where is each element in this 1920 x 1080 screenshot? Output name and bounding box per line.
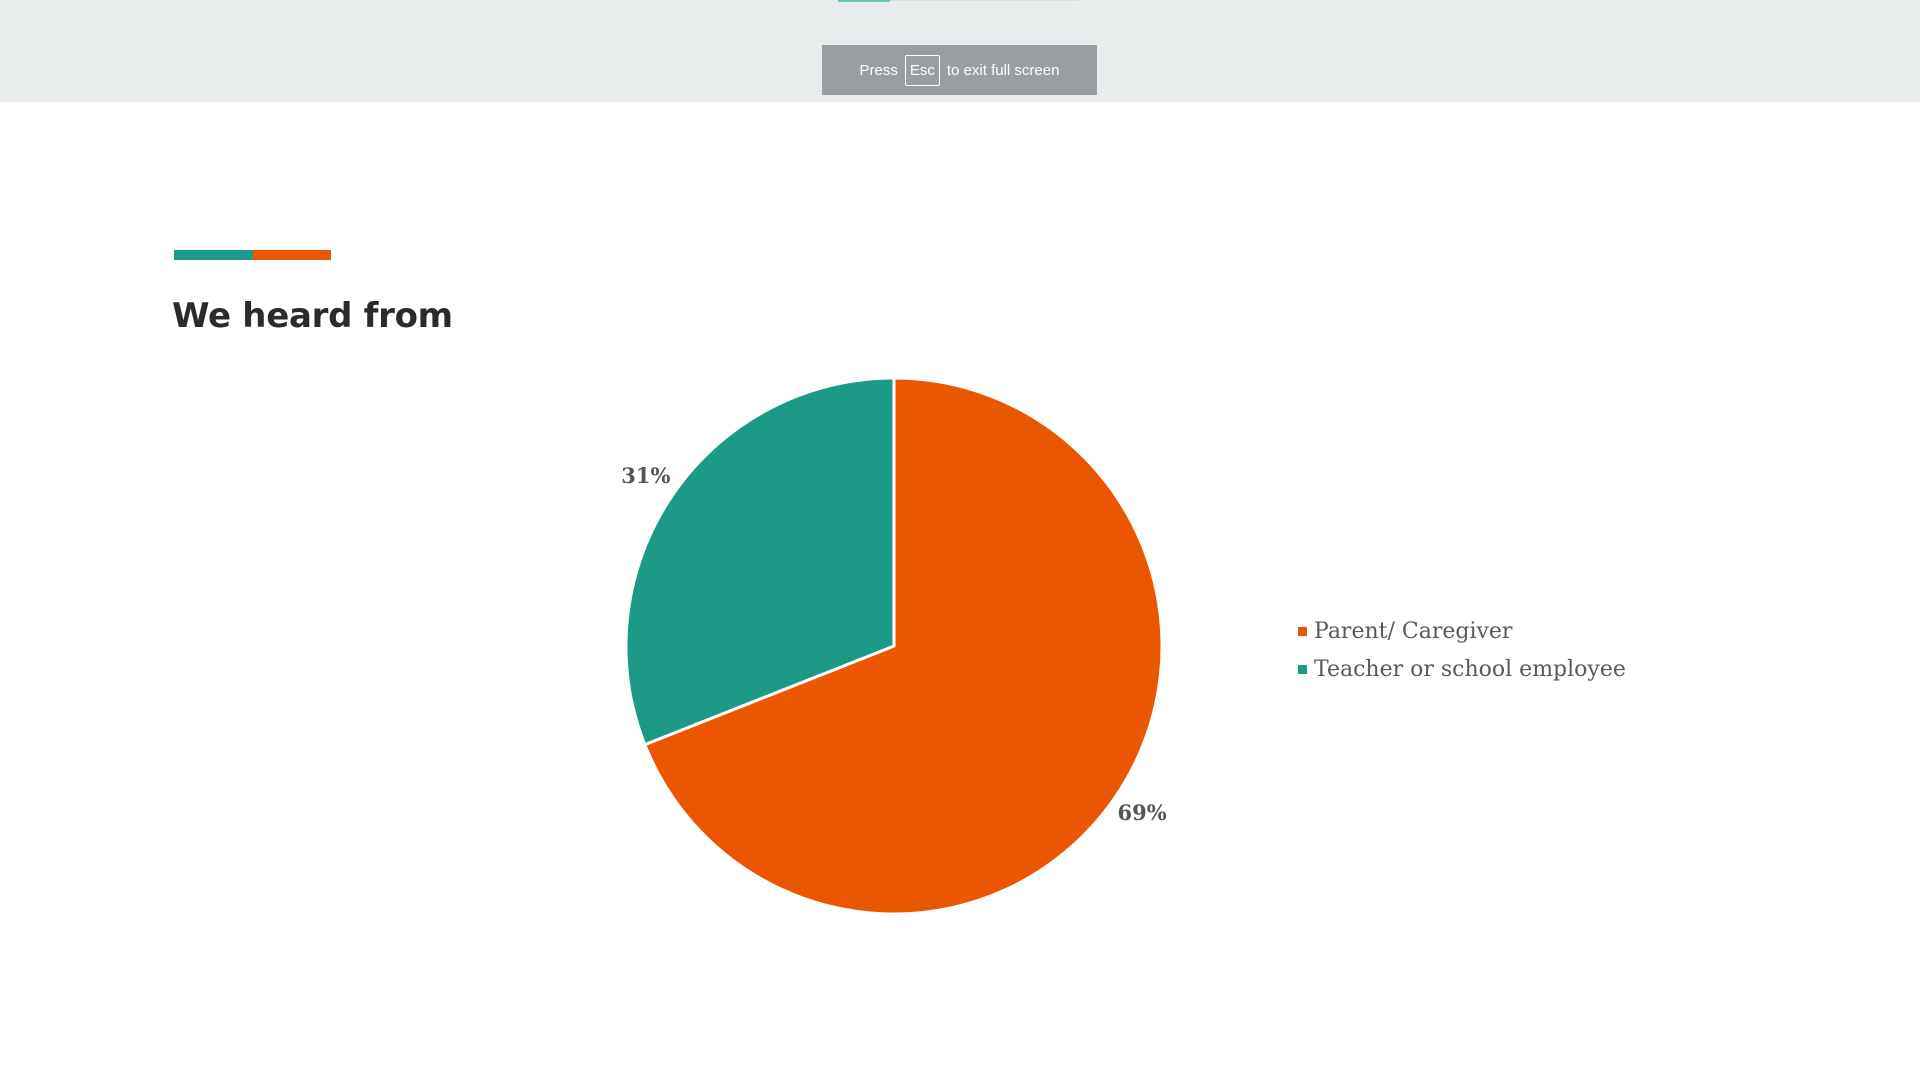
chart-legend: Parent/ Caregiver Teacher or school empl… xyxy=(1298,612,1626,688)
pie-label-teacher: 31% xyxy=(621,463,670,488)
browser-fullscreen-bar: Press Esc to exit full screen xyxy=(0,0,1920,102)
legend-item-parent-caregiver: Parent/ Caregiver xyxy=(1298,612,1626,650)
pie-labels: 69% 31% xyxy=(621,463,1166,825)
legend-swatch-teacher xyxy=(1298,664,1307,674)
legend-swatch-parent-caregiver xyxy=(1298,626,1307,636)
pie-slices xyxy=(624,376,1164,916)
esc-key-hint: Esc xyxy=(904,54,940,86)
tab-strip-line xyxy=(890,0,1078,1)
fullscreen-notice: Press Esc to exit full screen xyxy=(822,45,1097,95)
fullscreen-notice-press: Press xyxy=(859,61,898,79)
pie-slice-teacher xyxy=(624,376,896,747)
pie-label-parent-caregiver: 69% xyxy=(1118,800,1167,825)
title-accent-bar xyxy=(174,250,331,260)
legend-item-teacher: Teacher or school employee xyxy=(1298,650,1626,688)
accent-bar-teal xyxy=(174,250,253,260)
page-title: We heard from xyxy=(172,296,453,336)
accent-bar-orange xyxy=(253,250,331,260)
legend-label-parent-caregiver: Parent/ Caregiver xyxy=(1314,618,1513,644)
legend-label-teacher: Teacher or school employee xyxy=(1314,656,1626,682)
fullscreen-notice-suffix: to exit full screen xyxy=(946,61,1060,79)
pie-slice-parent-caregiver xyxy=(643,376,1164,916)
active-tab-indicator xyxy=(838,0,890,2)
